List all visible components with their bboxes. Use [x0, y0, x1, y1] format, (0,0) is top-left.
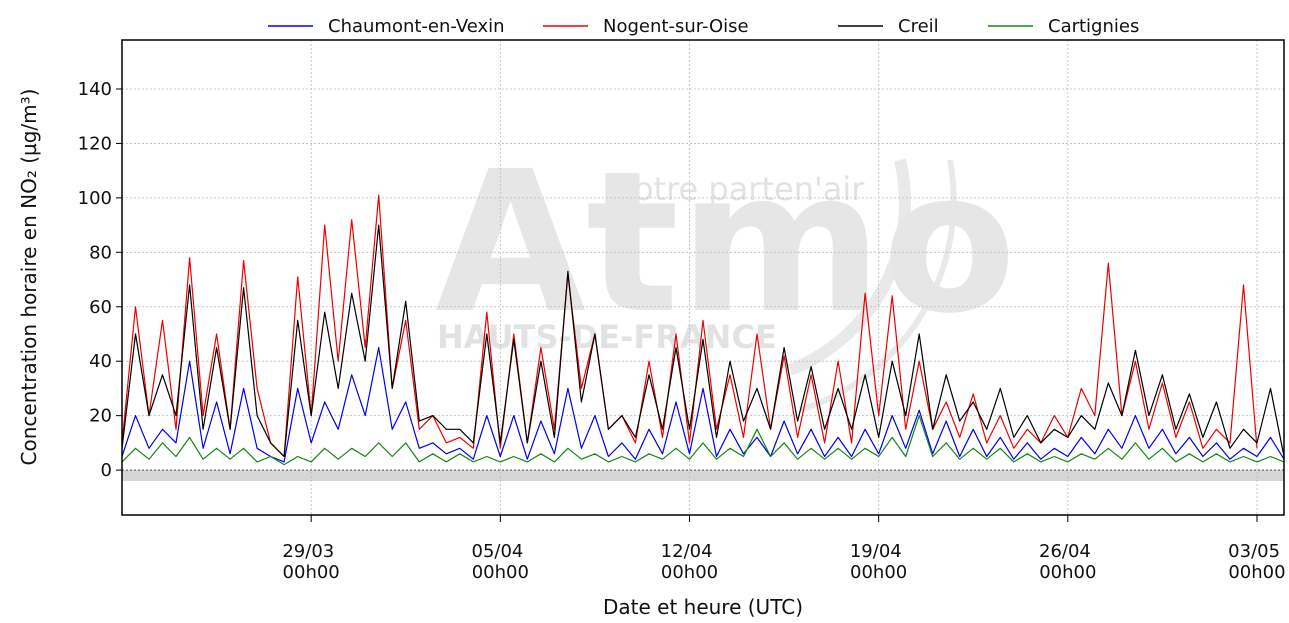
- y-tick-label: 60: [89, 297, 112, 318]
- legend-item: Creil: [838, 16, 939, 37]
- watermark-text: votre parten'air: [615, 170, 865, 208]
- legend-label: Creil: [898, 16, 939, 37]
- watermark-text: HAUTS-DE-FRANCE: [437, 318, 777, 356]
- watermark-arc: [787, 158, 912, 376]
- y-axis-label: Concentration horaire en NO₂ (µg/m³): [17, 89, 41, 466]
- series-line: [121, 415, 1285, 466]
- x-tick-label: 05/04 00h00: [472, 541, 530, 583]
- x-tick-label: 19/04 00h00: [850, 541, 908, 583]
- x-axis-label: Date et heure (UTC): [603, 595, 803, 619]
- watermark: votre parten'air Atmo HAUTS-DE-FRANCE: [435, 129, 1016, 413]
- series-line: [121, 224, 1285, 458]
- x-tick-label: 29/03 00h00: [282, 541, 340, 583]
- y-tick-label: 140: [78, 79, 112, 100]
- y-tick-label: 80: [89, 242, 112, 263]
- watermark-text: Atmo: [435, 129, 1016, 356]
- y-tick-label: 0: [101, 460, 112, 481]
- legend-label: Cartignies: [1048, 16, 1139, 37]
- legend-label: Chaumont-en-Vexin: [328, 16, 505, 37]
- plot-frame: [121, 39, 1285, 516]
- x-tick-label: 03/05 00h00: [1228, 541, 1286, 583]
- series-line: [121, 347, 1285, 463]
- watermark-arc: [799, 159, 957, 413]
- x-tick-label: 26/04 00h00: [1039, 541, 1097, 583]
- y-tick-label: 100: [78, 188, 112, 209]
- x-tick-label: 12/04 00h00: [661, 541, 719, 583]
- legend-item: Cartignies: [988, 16, 1139, 37]
- y-tick-label: 40: [89, 351, 112, 372]
- y-tick-label: 120: [78, 133, 112, 154]
- legend-label: Nogent-sur-Oise: [603, 16, 749, 37]
- legend-item: Chaumont-en-Vexin: [268, 16, 505, 37]
- legend-item: Nogent-sur-Oise: [543, 16, 749, 37]
- shaded-band: [122, 470, 1284, 481]
- y-tick-label: 20: [89, 406, 112, 427]
